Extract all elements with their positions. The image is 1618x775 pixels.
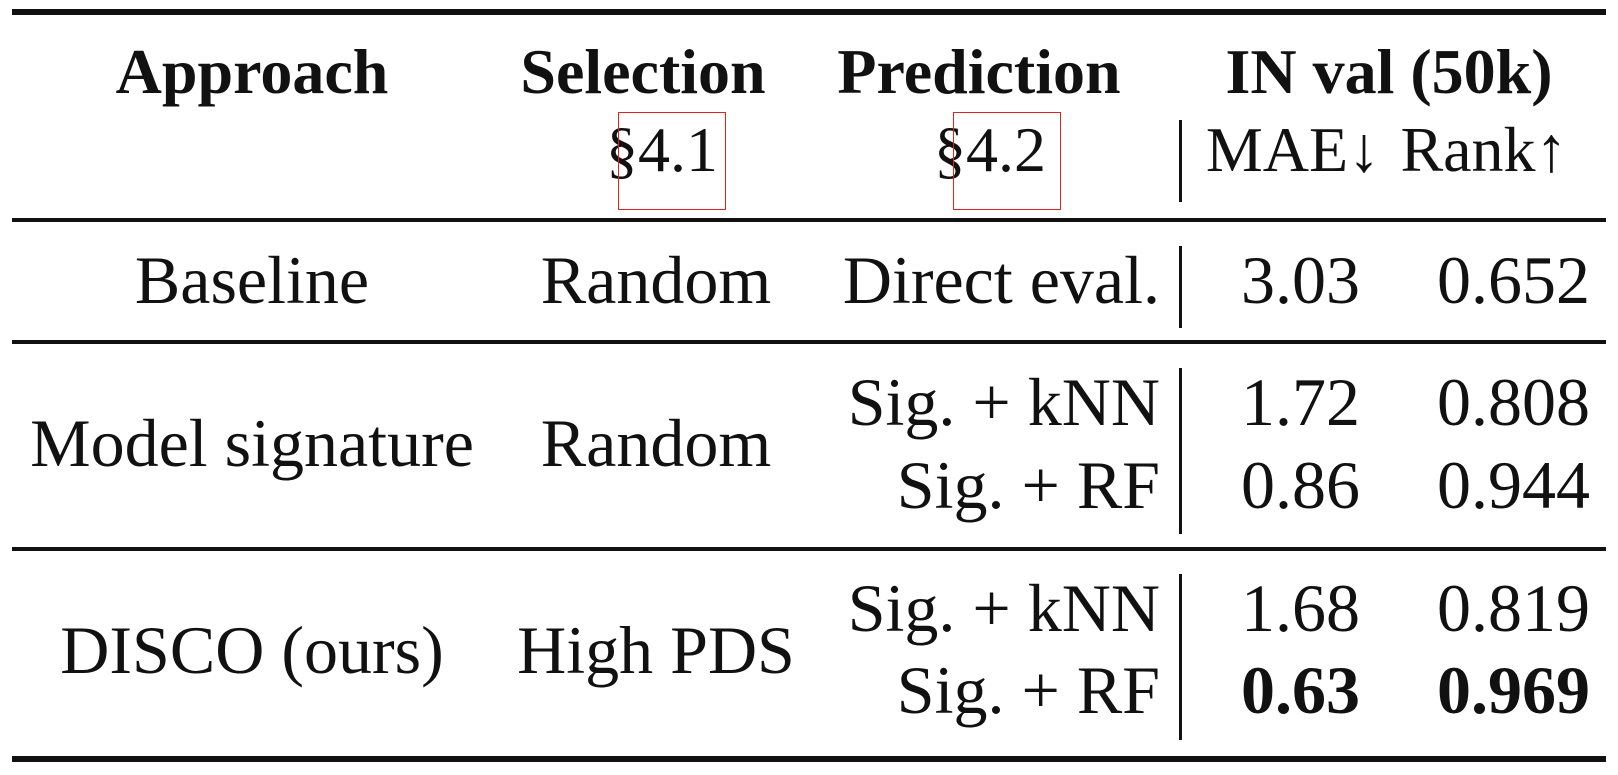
row-signature-rf-mae: 0.86 — [1241, 447, 1360, 523]
row-disco-knn-rank: 0.819 — [1437, 570, 1590, 646]
header-in-val: IN val (50k) — [1225, 36, 1553, 107]
row-disco-selection: High PDS — [517, 612, 795, 688]
header-prediction: Prediction — [837, 36, 1121, 107]
header-rank: Rank↑ — [1400, 114, 1568, 185]
row-disco-rf-rank: 0.969 — [1437, 652, 1590, 728]
group-rule-1 — [12, 340, 1606, 344]
row-signature-knn-rank: 0.808 — [1437, 364, 1590, 440]
column-separator-baseline — [1179, 246, 1182, 328]
header-rule — [12, 218, 1606, 222]
header-selection: Selection — [520, 36, 766, 107]
row-baseline-selection: Random — [540, 242, 772, 318]
row-signature-rf-rank: 0.944 — [1437, 447, 1590, 523]
row-disco-rf-prediction: Sig. + RF — [896, 652, 1160, 728]
row-disco-approach: DISCO (ours) — [60, 612, 444, 688]
column-separator-header — [1179, 120, 1182, 202]
group-rule-2 — [12, 547, 1606, 551]
prediction-ref-link-box[interactable] — [953, 112, 1061, 210]
column-separator-disco — [1179, 574, 1182, 740]
row-signature-knn-mae: 1.72 — [1241, 364, 1360, 440]
prediction-section-ref: §4.2 — [934, 114, 1046, 185]
row-signature-selection: Random — [540, 405, 772, 481]
row-signature-rf-prediction: Sig. + RF — [896, 447, 1160, 523]
row-baseline-prediction: Direct eval. — [842, 242, 1160, 318]
column-separator-signature — [1179, 368, 1182, 534]
table-top-rule — [12, 9, 1606, 15]
row-signature-approach: Model signature — [30, 405, 474, 481]
header-approach: Approach — [115, 36, 389, 107]
row-signature-knn-prediction: Sig. + kNN — [847, 364, 1160, 440]
row-baseline-mae: 3.03 — [1241, 242, 1360, 318]
selection-ref-link-box[interactable] — [618, 112, 726, 210]
row-baseline-rank: 0.652 — [1437, 242, 1590, 318]
table-bottom-rule — [12, 756, 1606, 762]
header-mae: MAE↓ — [1205, 114, 1381, 185]
selection-section-ref: §4.1 — [606, 114, 718, 185]
row-disco-rf-mae: 0.63 — [1241, 652, 1360, 728]
row-baseline-approach: Baseline — [134, 242, 370, 318]
row-disco-knn-prediction: Sig. + kNN — [847, 570, 1160, 646]
row-disco-knn-mae: 1.68 — [1241, 570, 1360, 646]
